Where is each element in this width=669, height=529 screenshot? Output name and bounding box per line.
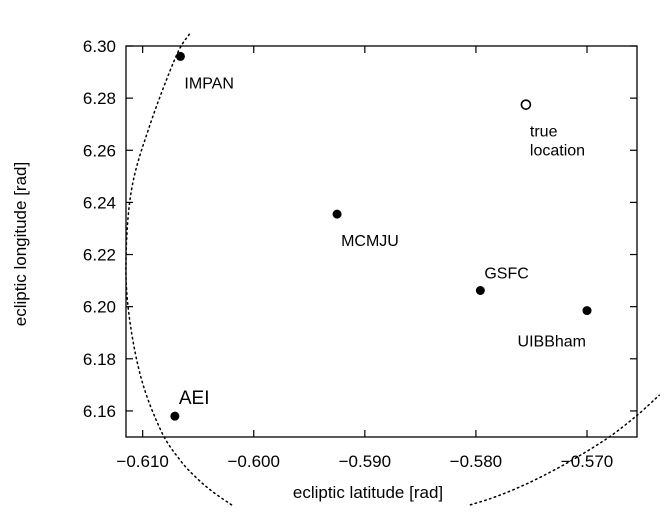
dotted-curve [469,394,660,506]
x-tick-label: −0.570 [561,452,613,471]
dotted-curves [125,33,660,506]
y-tick-label: 6.30 [83,37,116,56]
point-label-line: true [530,124,558,141]
y-tick-label: 6.20 [83,298,116,317]
true-location-marker [520,99,532,110]
point-label: true location [530,124,585,160]
data-points: IMPAN MCMJU GSFC UIBBham AEI true location [170,51,592,421]
y-axis-title: ecliptic longitude [rad] [11,162,30,326]
axis-ticks: −0.610 −0.600 −0.590 −0.580 −0.570 6.16 6.18 6.… [83,37,637,471]
point-marker [475,286,485,296]
y-tick-label: 6.22 [83,246,116,265]
x-tick-label: −0.580 [450,452,502,471]
x-tick-label: −0.590 [339,452,391,471]
point-label: IMPAN [184,75,233,92]
y-tick-label: 6.28 [83,89,116,108]
point-label: AEI [179,388,210,409]
point-marker [332,209,342,219]
y-tick-label: 6.26 [83,141,116,160]
x-tick-label: −0.610 [116,452,168,471]
point-label: UIBBham [518,334,586,351]
x-axis-title: ecliptic latitude [rad] [293,483,443,502]
point-marker [175,51,185,61]
y-tick-label: 6.16 [83,402,116,421]
y-tick-label: 6.18 [83,350,116,369]
y-tick-label: 6.24 [83,193,116,212]
point-marker [170,411,180,421]
point-label: GSFC [484,266,528,283]
plot-frame [125,45,638,438]
point-label: MCMJU [341,233,399,250]
point-marker [582,306,592,316]
x-tick-label: −0.600 [228,452,280,471]
point-label-line: location [530,143,585,160]
dotted-curve [125,33,233,506]
